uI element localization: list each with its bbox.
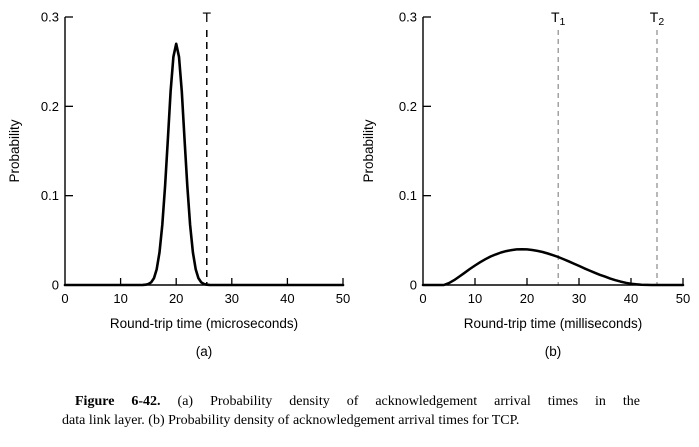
probability-density-curve [63, 42, 345, 287]
x-axis-tick-label: 30 [572, 291, 586, 306]
x-axis-tick-label: 50 [336, 291, 350, 306]
x-axis-tick-label: 10 [468, 291, 482, 306]
figure-caption-text-line1: (a) Probability density of acknowledgeme… [177, 394, 640, 409]
y-axis-title: Probability [361, 119, 376, 182]
figure-caption-line1: Figure 6-42. (a) Probability density of … [62, 392, 640, 411]
x-axis-title: Round-trip time (milliseconds) [464, 316, 643, 331]
y-axis-tick-label: 0 [410, 278, 417, 293]
y-axis-title: Probability [7, 119, 22, 182]
y-axis-tick-label: 0.3 [399, 10, 417, 25]
chart-a-probability-density-plot: T 0 0.1 0.2 0.3 0 10 20 30 40 50 Round-trip time (m… [7, 9, 350, 359]
axes-line [64, 17, 343, 286]
y-axis-tick-label: 0.2 [41, 99, 59, 114]
x-axis-tick-label: 0 [61, 291, 68, 306]
x-axis-tick-label: 40 [280, 291, 294, 306]
x-axis-tick-label: 40 [624, 291, 638, 306]
x-axis-tick-label: 10 [113, 291, 127, 306]
chart-b-probability-density-plot: T1 T2 0 0.1 0.2 0.3 0 10 20 30 40 50 Round-trip time… [361, 9, 690, 359]
figure-area: T 0 0.1 0.2 0.3 0 10 20 30 40 50 Round-trip time (m… [7, 9, 690, 359]
y-axis-tick-label: 0.3 [41, 10, 59, 25]
panel-label: (b) [545, 344, 562, 359]
figure-caption: Figure 6-42. (a) Probability density of … [62, 392, 640, 430]
figure-caption-line2: data link layer. (b) Probability density… [62, 413, 520, 428]
x-axis-title: Round-trip time (microseconds) [110, 316, 298, 331]
y-axis-tick-label: 0.1 [41, 188, 59, 203]
y-axis-tick-label: 0.1 [399, 188, 417, 203]
timeout-threshold-label: T [202, 9, 211, 25]
axes-line [422, 17, 683, 286]
x-axis-tick-label: 0 [419, 291, 426, 306]
x-axis-tick-label: 20 [520, 291, 534, 306]
y-axis-tick-label: 0 [52, 278, 59, 293]
probability-density-curve [421, 248, 685, 287]
panel-label: (a) [196, 344, 213, 359]
timeout-threshold-label: T2 [650, 9, 665, 28]
x-axis-tick-label: 30 [225, 291, 239, 306]
x-axis-tick-label: 50 [676, 291, 690, 306]
figure-caption-number: Figure 6-42. [75, 394, 161, 409]
x-axis-tick-label: 20 [169, 291, 183, 306]
timeout-threshold-label: T1 [551, 9, 566, 28]
y-axis-tick-label: 0.2 [399, 99, 417, 114]
